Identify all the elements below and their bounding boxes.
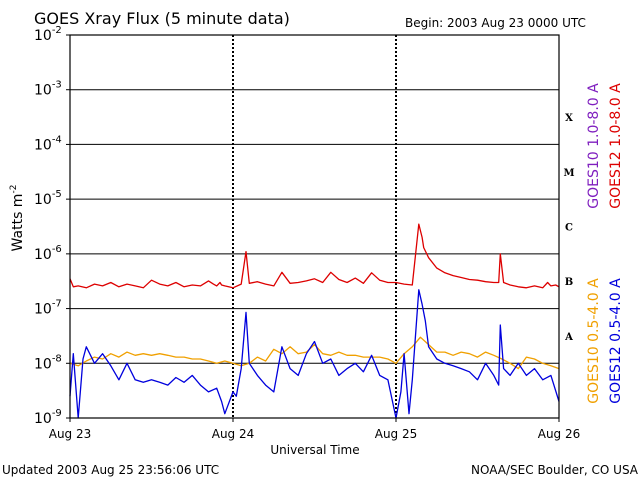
flare-class-A: A	[564, 332, 573, 343]
flare-class-M: M	[563, 168, 574, 179]
begin-label: Begin: 2003 Aug 23 0000 UTC	[405, 16, 586, 30]
x-tick-label: Aug 24	[212, 427, 255, 441]
series-line-2	[69, 289, 560, 419]
legend-right: GOES10 1.0-8.0 A GOES12 1.0-8.0 A GOES10 0…	[586, 83, 624, 404]
y-axis-label: Watts m-2	[9, 185, 26, 252]
x-ticks: Aug 23 Aug 24 Aug 25 Aug 26	[49, 418, 581, 441]
series-line-0	[69, 223, 560, 289]
flare-class-X: X	[565, 113, 573, 124]
grid-lines	[70, 35, 559, 418]
legend-item-3: GOES12 0.5-4.0 A	[608, 278, 624, 404]
x-tick-label: Aug 26	[538, 427, 581, 441]
x-tick-label: Aug 25	[375, 427, 418, 441]
updated-label: Updated 2003 Aug 25 23:56:06 UTC	[2, 463, 219, 477]
series-line-1	[69, 336, 560, 370]
x-axis-label: Universal Time	[270, 443, 359, 457]
flare-class-B: B	[565, 277, 573, 288]
x-tick-label: Aug 23	[49, 427, 92, 441]
legend-item-0: GOES10 1.0-8.0 A	[586, 83, 602, 209]
credit-label: NOAA/SEC Boulder, CO USA	[471, 463, 639, 477]
y-tick-label: 10-8	[34, 353, 62, 372]
y-tick-label: 10-2	[34, 25, 62, 44]
legend-item-1: GOES12 1.0-8.0 A	[608, 83, 624, 209]
legend-item-2: GOES10 0.5-4.0 A	[586, 278, 602, 404]
series-layer	[69, 223, 560, 419]
plot-frame	[69, 34, 560, 419]
y-tick-label: 10-5	[34, 189, 62, 208]
y-tick-label: 10-3	[34, 80, 62, 99]
y-tick-label: 10-6	[34, 244, 62, 263]
y-tick-label: 10-4	[34, 134, 62, 153]
y-tick-label: 10-7	[34, 299, 62, 318]
flare-class-C: C	[565, 223, 573, 234]
flare-class-labels: A B C M X	[563, 113, 574, 343]
chart-title: GOES Xray Flux (5 minute data)	[34, 9, 290, 28]
y-ticks: 10-9 10-8 10-7 10-6 10-5 10-4 10-3 10-2	[34, 25, 70, 427]
y-tick-label: 10-9	[34, 408, 62, 427]
